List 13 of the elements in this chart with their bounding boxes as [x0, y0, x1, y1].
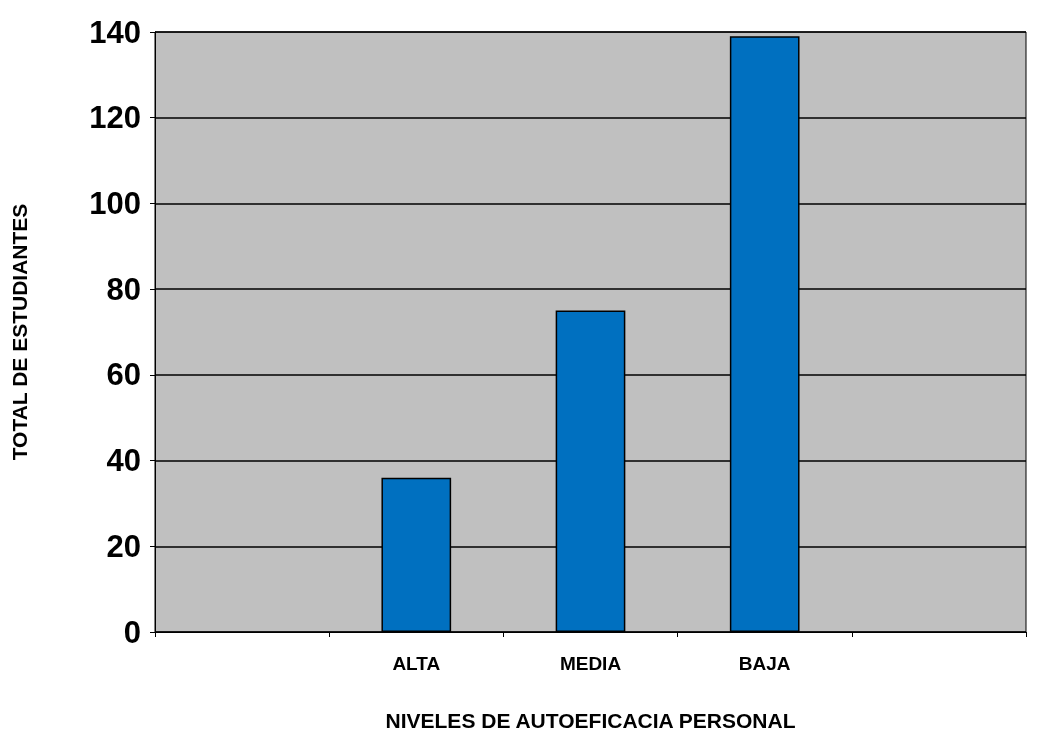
y-tick-label: 60 [106, 357, 141, 393]
x-axis-title: NIVELES DE AUTOEFICACIA PERSONAL [385, 709, 796, 732]
y-tick-label: 100 [89, 185, 141, 221]
x-tick-label: ALTA [392, 653, 441, 674]
y-tick-label: 0 [123, 614, 141, 650]
x-tick-label: BAJA [738, 653, 791, 674]
x-tick-label: MEDIA [559, 653, 622, 674]
y-tick-label: 40 [106, 443, 141, 479]
y-axis-title: TOTAL DE ESTUDIANTES [8, 203, 31, 461]
y-tick-label: 140 [89, 14, 141, 50]
y-tick-label: 120 [89, 100, 141, 136]
y-tick-label: 20 [106, 528, 141, 564]
y-tick-label: 80 [106, 271, 141, 307]
